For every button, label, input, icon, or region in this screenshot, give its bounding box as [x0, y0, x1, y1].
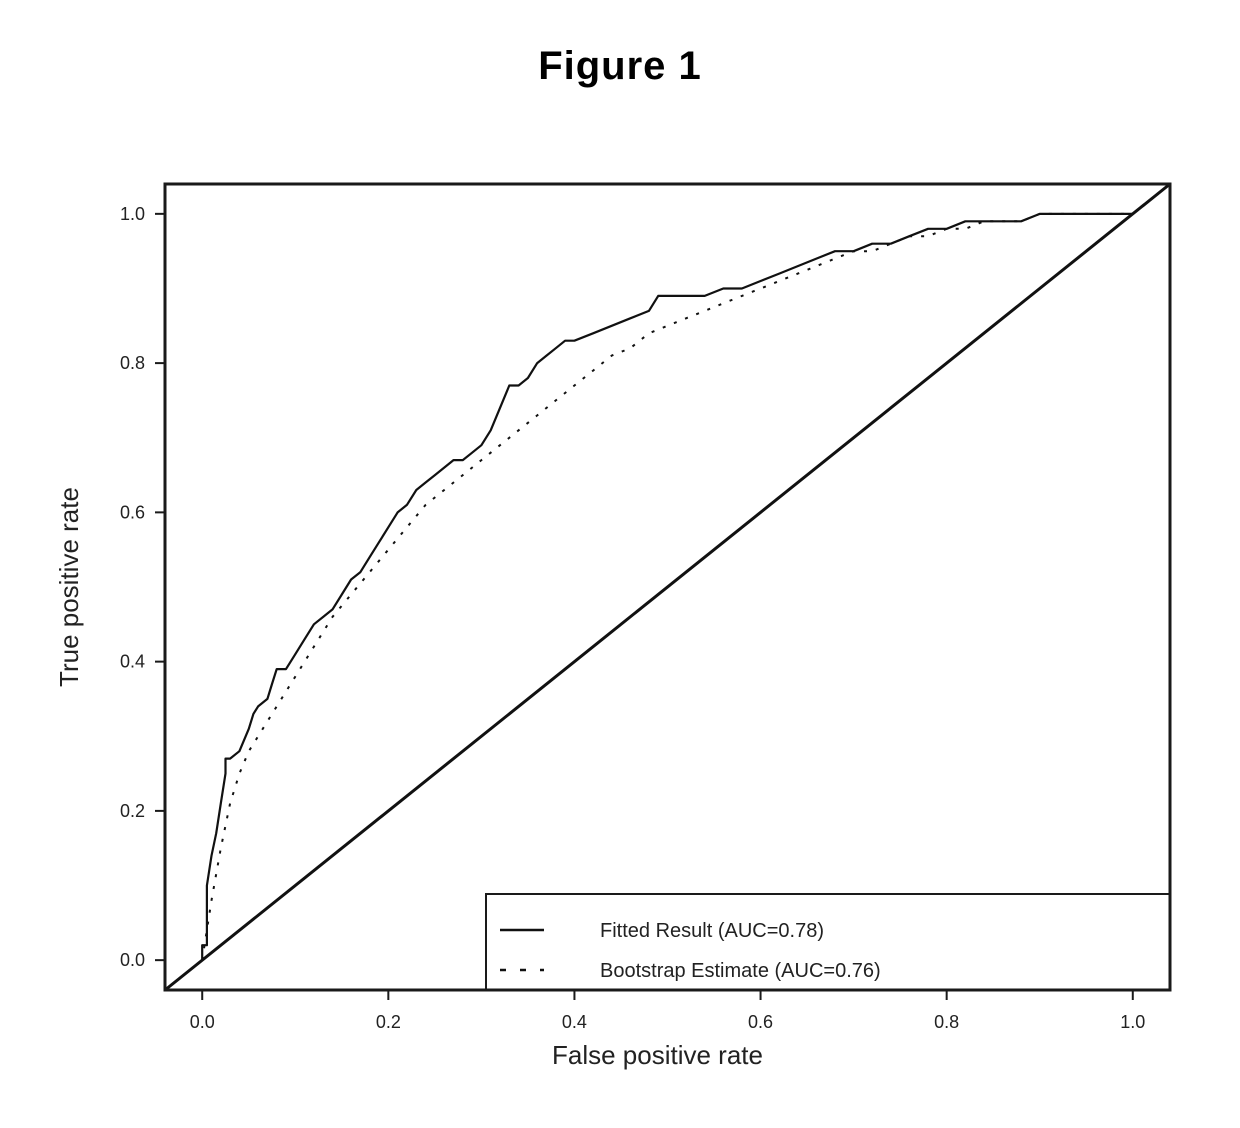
x-tick-label: 0.2: [376, 1012, 401, 1032]
x-tick-label: 0.8: [934, 1012, 959, 1032]
x-tick-label: 0.0: [190, 1012, 215, 1032]
y-tick-label: 0.2: [120, 801, 145, 821]
x-tick-label: 0.4: [562, 1012, 587, 1032]
legend: Fitted Result (AUC=0.78) Bootstrap Estima…: [486, 894, 1170, 990]
diagonal-reference-line: [165, 184, 1170, 990]
x-axis-label: False positive rate: [552, 1040, 763, 1070]
y-tick-label: 0.6: [120, 502, 145, 522]
y-tick-label: 0.8: [120, 353, 145, 373]
series-layer: [165, 184, 1170, 990]
x-tick-label: 1.0: [1120, 1012, 1145, 1032]
y-tick-label: 0.0: [120, 950, 145, 970]
legend-entry-label: Fitted Result (AUC=0.78): [600, 920, 824, 942]
y-tick-label: 0.4: [120, 652, 145, 672]
legend-entry-label: Bootstrap Estimate (AUC=0.76): [600, 960, 881, 982]
y-tick-label: 1.0: [120, 204, 145, 224]
x-axis: 0.0 0.2 0.4 0.6 0.8 1.0: [190, 990, 1146, 1032]
y-axis-label: True positive rate: [54, 487, 84, 687]
y-axis: 0.0 0.2 0.4 0.6 0.8 1.0: [120, 204, 165, 970]
x-tick-label: 0.6: [748, 1012, 773, 1032]
